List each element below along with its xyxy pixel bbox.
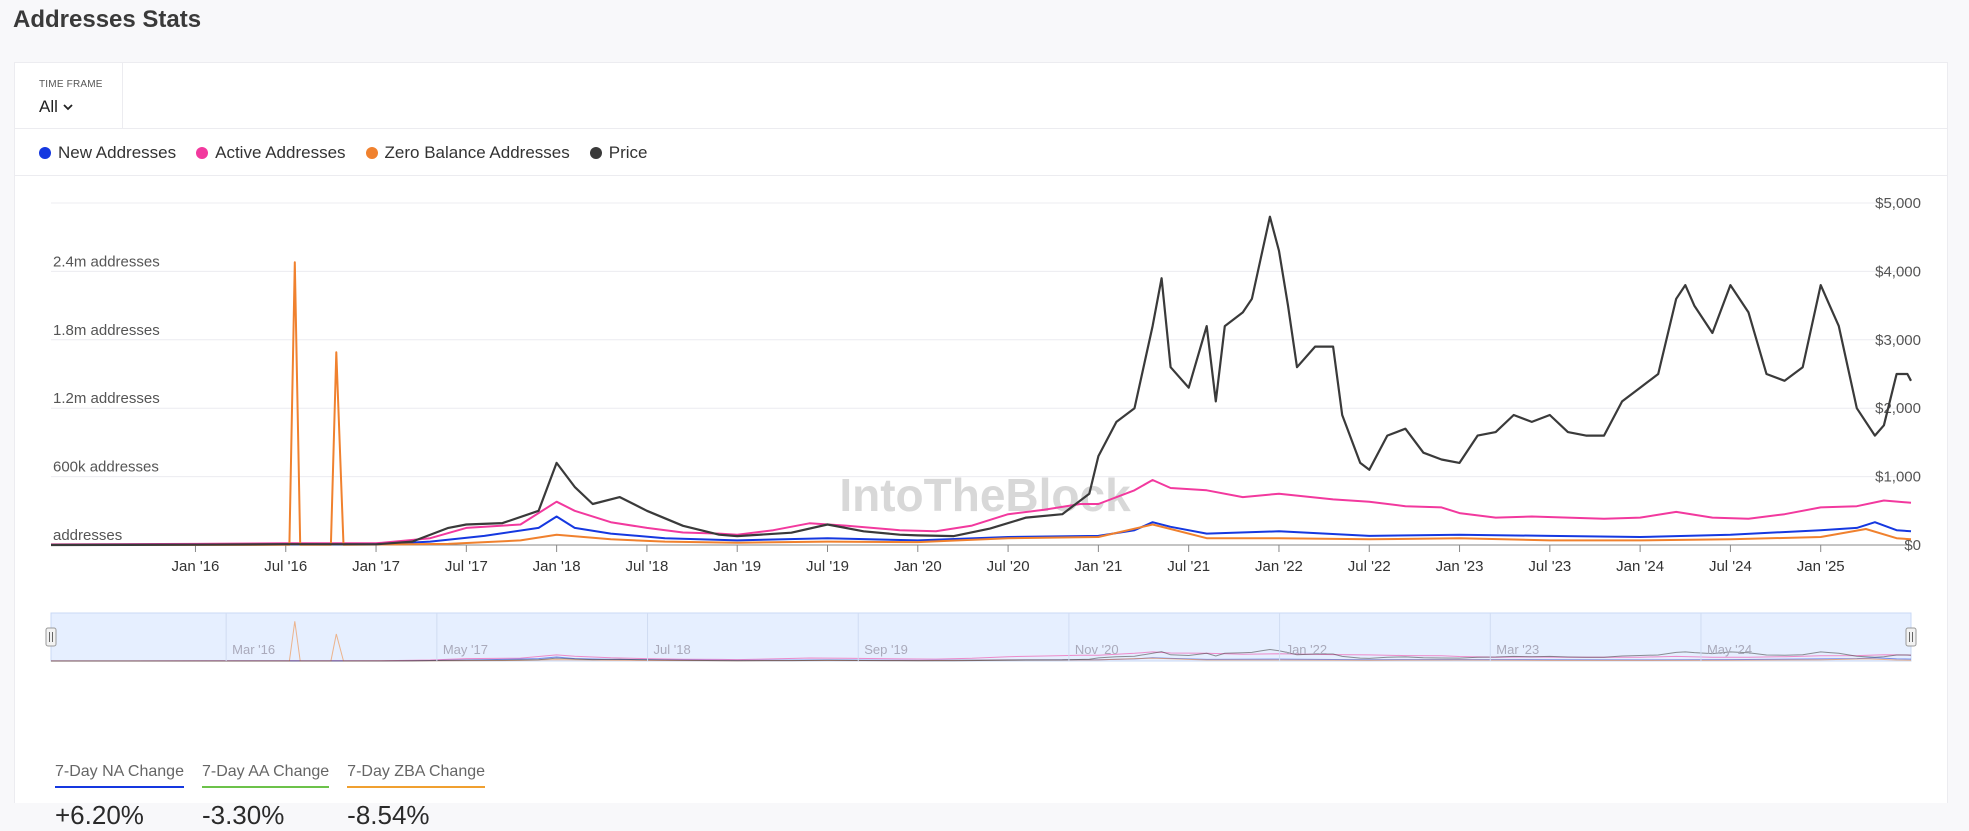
stats-row: 7-Day NA Change +6.20% 7-Day AA Change -… xyxy=(55,763,486,831)
navigator-tick-label: Sep '19 xyxy=(864,642,908,657)
x-tick-label: Jul '23 xyxy=(1528,558,1571,575)
legend-item-active-addresses[interactable]: Active Addresses xyxy=(196,143,346,163)
y-right-tick-label: $2,000 xyxy=(1875,400,1921,417)
y-left-tick-label: 1.2m addresses xyxy=(53,390,160,407)
y-right-tick-label: $0 xyxy=(1904,537,1921,554)
navigator-tick-label: May '24 xyxy=(1707,642,1752,657)
y-left-tick-label: addresses xyxy=(53,527,122,544)
navigator-tick-label: Jan '22 xyxy=(1286,642,1328,657)
x-tick-label: Jan '19 xyxy=(713,558,761,575)
navigator-tick-label: May '17 xyxy=(443,642,488,657)
x-tick-label: Jul '20 xyxy=(987,558,1030,575)
y-right-tick-label: $4,000 xyxy=(1875,263,1921,280)
stat-value: -3.30% xyxy=(201,800,285,830)
y-left-tick-label: 2.4m addresses xyxy=(53,253,160,270)
legend-dot xyxy=(39,147,51,159)
chart-card: TIME FRAME All New Addresses Active Addr… xyxy=(14,62,1948,830)
x-tick-label: Jan '24 xyxy=(1616,558,1664,575)
x-tick-label: Jan '20 xyxy=(894,558,942,575)
stat-zba-change: 7-Day ZBA Change -8.54% xyxy=(347,763,486,831)
watermark: IntoTheBlock xyxy=(839,469,1131,521)
x-tick-label: Jan '18 xyxy=(533,558,581,575)
y-right-tick-label: $1,000 xyxy=(1875,469,1921,486)
series-line-active-addresses xyxy=(50,479,1912,546)
stat-label: 7-Day AA Change xyxy=(201,763,330,788)
navigator-range[interactable] xyxy=(50,612,1912,662)
chart-legend: New Addresses Active Addresses Zero Bala… xyxy=(39,143,647,163)
chevron-down-icon xyxy=(63,104,73,111)
legend-label: Active Addresses xyxy=(215,143,346,162)
legend-item-price[interactable]: Price xyxy=(589,143,648,163)
legend-item-new-addresses[interactable]: New Addresses xyxy=(39,143,176,163)
time-frame-label: TIME FRAME xyxy=(39,79,103,90)
stat-label: 7-Day NA Change xyxy=(55,763,184,788)
stat-label: 7-Day ZBA Change xyxy=(347,763,486,788)
x-tick-label: Jul '16 xyxy=(264,558,307,575)
x-tick-label: Jul '19 xyxy=(806,558,849,575)
stat-aa-change: 7-Day AA Change -3.30% xyxy=(201,763,330,831)
legend-label: New Addresses xyxy=(58,143,177,162)
x-tick-label: Jan '23 xyxy=(1436,558,1484,575)
legend-label: Zero Balance Addresses xyxy=(384,143,570,162)
x-tick-label: Jan '21 xyxy=(1074,558,1122,575)
divider xyxy=(15,128,1947,129)
legend-label: Price xyxy=(608,143,648,162)
x-tick-label: Jul '18 xyxy=(625,558,668,575)
legend-dot xyxy=(365,147,378,159)
divider xyxy=(15,175,1947,176)
y-left-tick-label: 600k addresses xyxy=(53,459,159,476)
navigator-series xyxy=(50,651,1912,662)
x-tick-label: Jul '22 xyxy=(1348,558,1391,575)
navigator-tick-label: Mar '16 xyxy=(232,642,275,657)
time-frame-value: All xyxy=(39,97,58,116)
legend-dot xyxy=(589,147,602,159)
x-tick-label: Jan '17 xyxy=(352,558,400,575)
page-title: Addresses Stats xyxy=(13,6,202,33)
address-stats-chart: IntoTheBlock $0 $1,000 $2,000 $3,000 $4,000 $… xyxy=(45,195,1921,662)
navigator-tick-label: Jul '18 xyxy=(654,642,691,657)
stat-value: -8.54% xyxy=(347,800,430,830)
x-tick-label: Jul '21 xyxy=(1167,558,1210,575)
time-frame-select[interactable]: All xyxy=(39,97,74,117)
x-tick-label: Jul '17 xyxy=(445,558,488,575)
navigator-series xyxy=(51,648,1912,662)
x-tick-label: Jul '24 xyxy=(1709,558,1752,575)
x-tick-label: Jan '22 xyxy=(1255,558,1303,575)
y-right-tick-label: $5,000 xyxy=(1875,195,1921,212)
x-tick-label: Jan '16 xyxy=(172,558,220,575)
y-right-tick-label: $3,000 xyxy=(1875,332,1921,349)
navigator-tick-label: Mar '23 xyxy=(1496,642,1539,657)
legend-dot xyxy=(196,147,209,159)
stat-na-change: 7-Day NA Change +6.20% xyxy=(55,763,184,831)
legend-item-zero-balance-addresses[interactable]: Zero Balance Addresses xyxy=(365,143,570,163)
x-tick-label: Jan '25 xyxy=(1797,558,1845,575)
y-left-tick-label: 1.8m addresses xyxy=(53,322,160,339)
navigator-handle-left[interactable] xyxy=(45,627,57,647)
navigator-tick-label: Nov '20 xyxy=(1075,642,1119,657)
navigator-handle-right[interactable] xyxy=(1905,627,1917,647)
stat-value: +6.20% xyxy=(55,800,144,830)
time-frame-control: TIME FRAME All xyxy=(15,63,123,128)
series-line-price xyxy=(50,215,1912,547)
